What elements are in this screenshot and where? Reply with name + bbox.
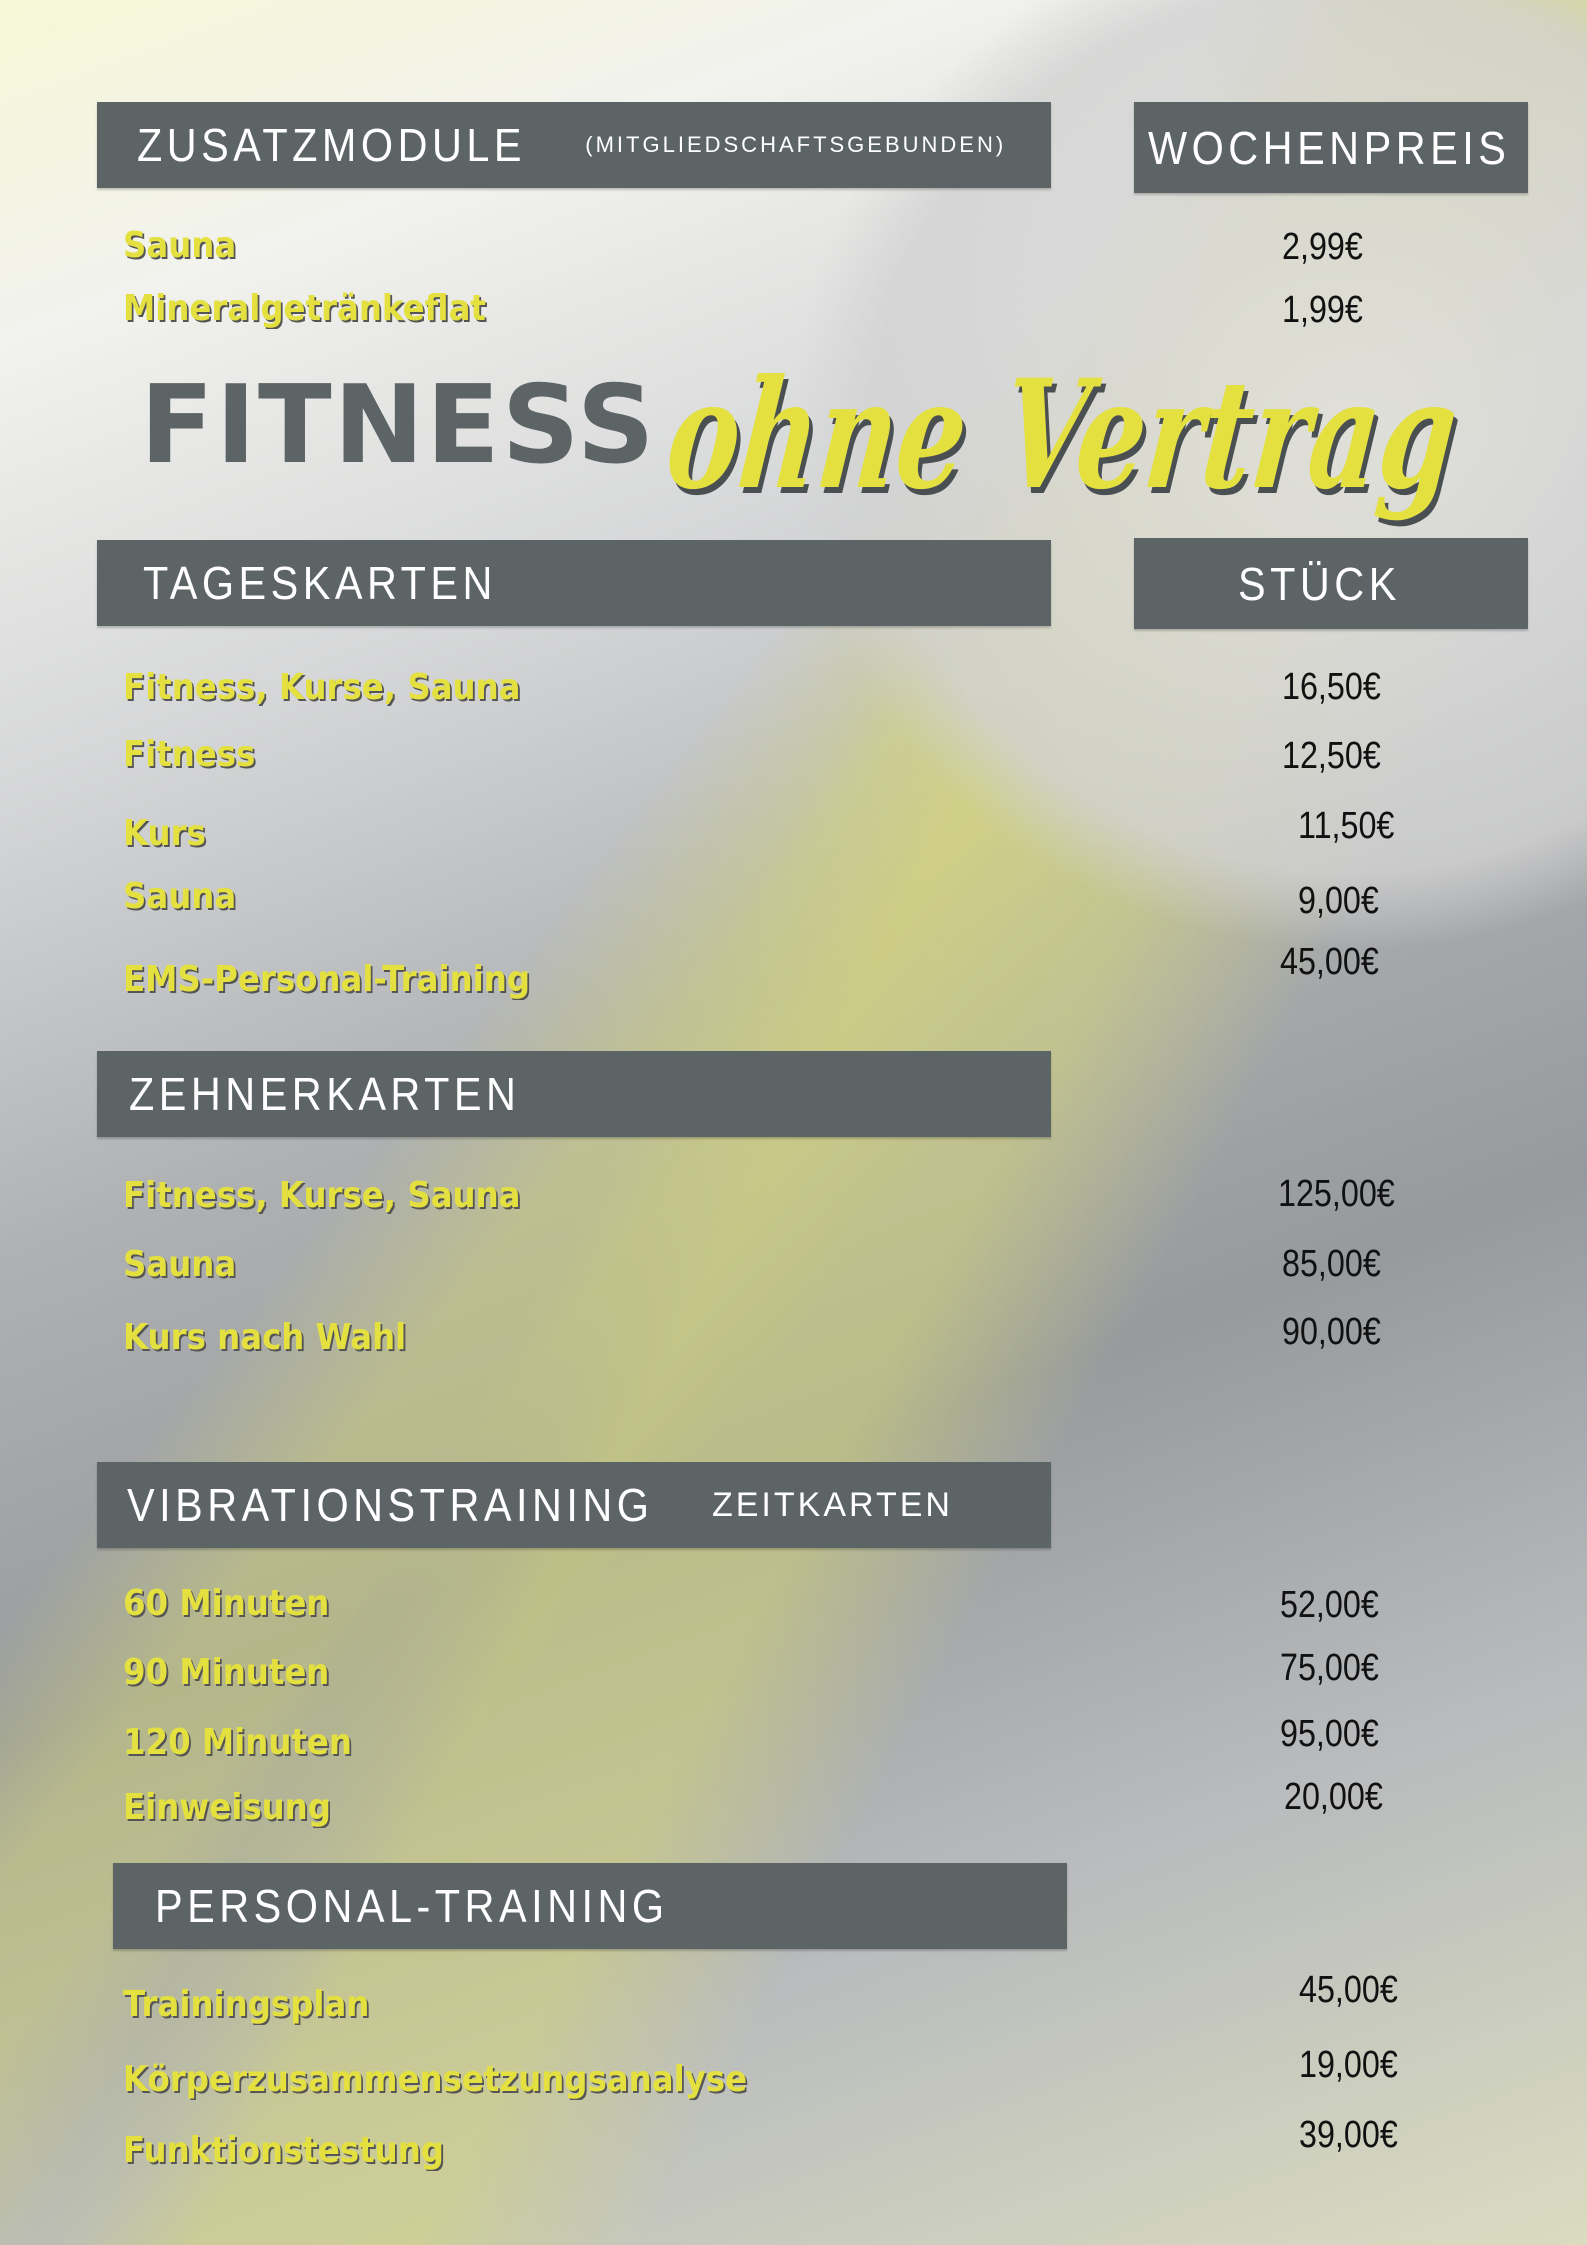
- item-price: 19,00€: [1299, 2044, 1398, 2086]
- stueck-header: STÜCK: [1134, 538, 1528, 629]
- price-column-title: WOCHENPREIS: [1148, 121, 1511, 174]
- item-price: 85,00€: [1282, 1243, 1381, 1285]
- headline-fitness: FITNESS: [140, 363, 657, 488]
- item-label: Körperzusammensetzungsanalyse: [123, 2059, 748, 2100]
- item-price: 90,00€: [1282, 1311, 1381, 1353]
- item-price: 2,99€: [1282, 226, 1363, 268]
- zehnerkarten-header: ZEHNERKARTEN: [97, 1051, 1051, 1137]
- item-price: 75,00€: [1280, 1647, 1379, 1689]
- item-label: Sauna: [123, 1244, 237, 1285]
- tageskarten-header: TAGESKARTEN: [97, 540, 1051, 626]
- item-label: EMS-Personal-Training: [123, 959, 531, 1000]
- item-label: 90 Minuten: [123, 1652, 330, 1693]
- section-subtitle: ZEITKARTEN: [711, 1485, 953, 1524]
- item-label: Sauna: [123, 876, 237, 917]
- item-label: Mineralgetränkeflat: [123, 288, 486, 329]
- personal-training-header: PERSONAL-TRAINING: [113, 1863, 1067, 1949]
- section-subtitle: (MITGLIEDSCHAFTSGEBUNDEN): [585, 132, 1007, 157]
- item-price: 9,00€: [1298, 880, 1379, 922]
- item-price: 16,50€: [1282, 666, 1381, 708]
- price-column-title: STÜCK: [1238, 557, 1401, 610]
- item-label: Fitness, Kurse, Sauna: [123, 667, 521, 708]
- item-price: 11,50€: [1298, 805, 1395, 847]
- item-label: 60 Minuten: [123, 1583, 330, 1624]
- section-title: TAGESKARTEN: [143, 557, 497, 609]
- item-label: Trainingsplan: [123, 1984, 370, 2025]
- item-label: Fitness, Kurse, Sauna: [123, 1175, 521, 1216]
- item-label: Fitness: [123, 734, 256, 775]
- item-label: 120 Minuten: [123, 1722, 352, 1763]
- item-price: 45,00€: [1280, 941, 1379, 983]
- headline-ohne-vertrag: ohne Vertrag: [659, 347, 1465, 523]
- zusatzmodule-header: ZUSATZMODULE (MITGLIEDSCHAFTSGEBUNDEN): [97, 102, 1051, 188]
- item-label: Kurs: [123, 813, 206, 854]
- section-title: ZUSATZMODULE: [137, 119, 527, 171]
- item-price: 95,00€: [1280, 1713, 1379, 1755]
- item-label: Sauna: [123, 225, 237, 266]
- item-price: 1,99€: [1282, 289, 1363, 331]
- section-title: VIBRATIONSTRAINING: [127, 1479, 654, 1531]
- section-title: PERSONAL-TRAINING: [155, 1880, 669, 1932]
- vibrationstraining-header: VIBRATIONSTRAINING ZEITKARTEN: [97, 1462, 1051, 1548]
- item-price: 125,00€: [1278, 1173, 1395, 1215]
- item-label: Funktionstestung: [123, 2130, 444, 2171]
- item-price: 39,00€: [1299, 2114, 1398, 2156]
- item-price: 20,00€: [1284, 1776, 1383, 1818]
- item-price: 52,00€: [1280, 1584, 1379, 1626]
- wochenpreis-header: WOCHENPREIS: [1134, 102, 1528, 193]
- item-label: Kurs nach Wahl: [123, 1317, 407, 1358]
- item-price: 12,50€: [1282, 735, 1381, 777]
- item-price: 45,00€: [1299, 1969, 1398, 2011]
- section-title: ZEHNERKARTEN: [129, 1068, 521, 1120]
- item-label: Einweisung: [123, 1787, 331, 1828]
